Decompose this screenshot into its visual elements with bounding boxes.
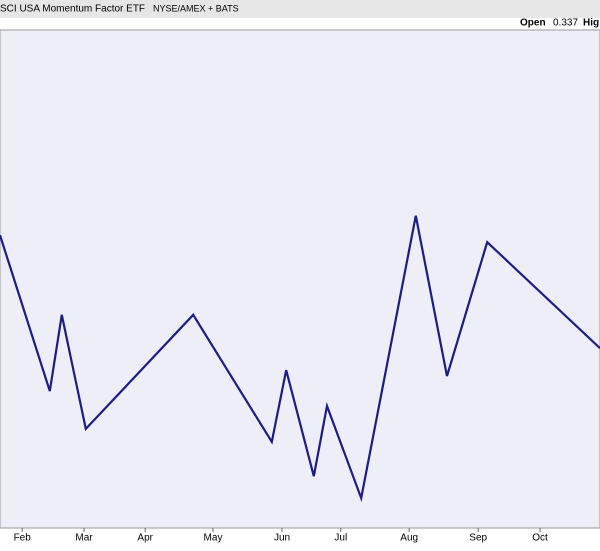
x-tick-label: Aug bbox=[400, 533, 418, 544]
open-value: 0.337 bbox=[553, 18, 578, 29]
plot-area bbox=[0, 29, 600, 529]
high-label: Hig bbox=[583, 18, 599, 29]
zigzag-line bbox=[0, 215, 600, 503]
x-tick-label: May bbox=[204, 533, 223, 544]
x-tick-label: Jun bbox=[274, 533, 290, 544]
title: SCI USA Momentum Factor ETF bbox=[0, 4, 145, 15]
x-tick-label: Sep bbox=[469, 533, 487, 544]
x-tick-label: Oct bbox=[532, 533, 548, 544]
x-tick-label: Jul bbox=[334, 533, 347, 544]
x-tick-label: Feb bbox=[14, 533, 32, 544]
x-tick-label: Apr bbox=[137, 533, 153, 544]
x-tick-label: Mar bbox=[75, 533, 93, 544]
header-bar bbox=[0, 0, 600, 18]
exchange: NYSE/AMEX + BATS bbox=[153, 3, 239, 13]
open-label: Open bbox=[520, 18, 546, 29]
